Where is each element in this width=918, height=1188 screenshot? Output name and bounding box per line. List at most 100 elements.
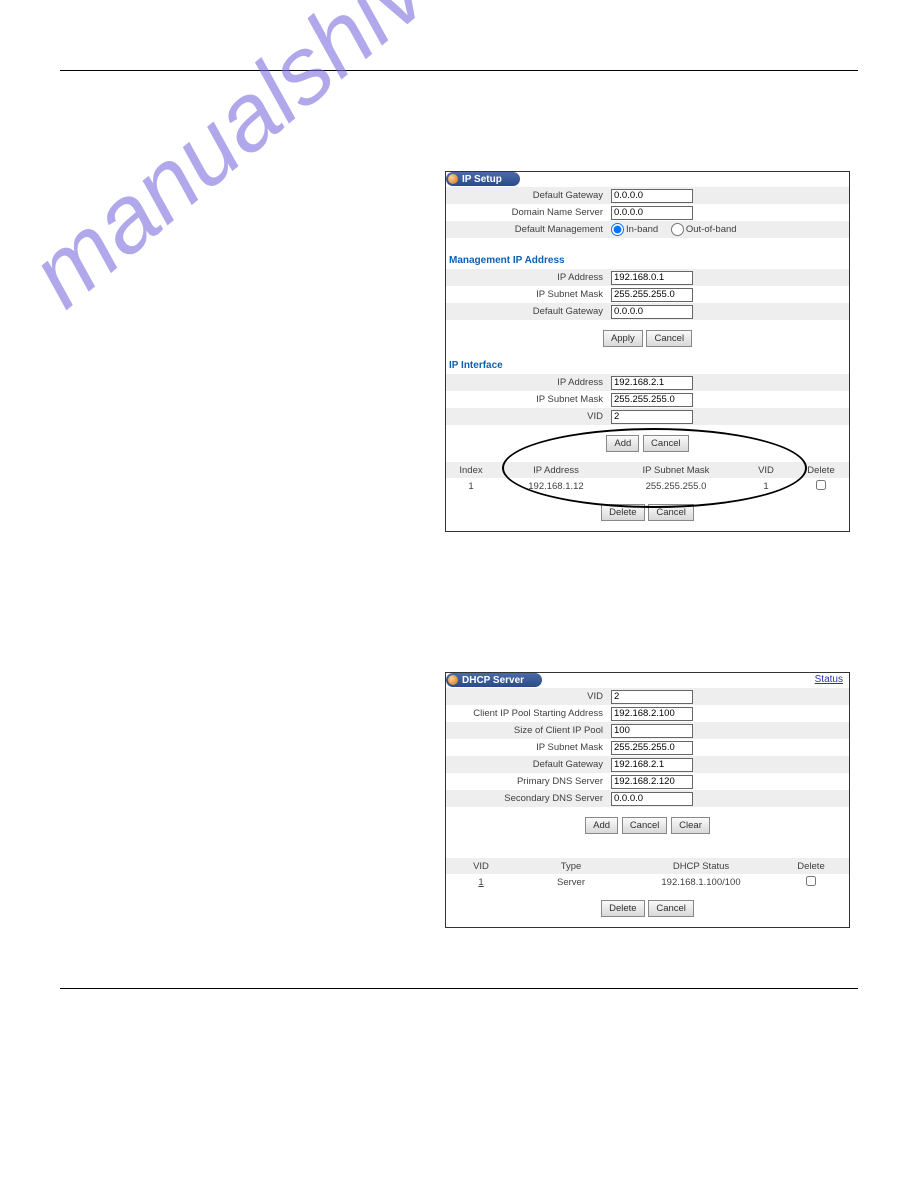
mgmt-gw-input[interactable] (611, 305, 693, 319)
label: Default Management (456, 224, 611, 235)
row-intf-vid: VID (446, 408, 849, 425)
page-top-rule (60, 70, 858, 71)
mgmt-ip-input[interactable] (611, 271, 693, 285)
cell-type: Server (516, 877, 626, 888)
row-default-gateway: Default Gateway (446, 187, 849, 204)
intf-rows: IP Address IP Subnet Mask VID (446, 374, 849, 425)
row-pool-size: Size of Client IP Pool (446, 722, 849, 739)
add-button[interactable]: Add (606, 435, 639, 452)
label: Default Gateway (456, 306, 611, 317)
apply-button[interactable]: Apply (603, 330, 643, 347)
default-gateway-input[interactable] (611, 189, 693, 203)
mgmt-rows: IP Address IP Subnet Mask Default Gatewa… (446, 269, 849, 320)
cell-vid: 1 (736, 481, 796, 492)
delete-button[interactable]: Delete (601, 900, 644, 917)
tab-dot-icon (448, 675, 458, 685)
dhcp-vid-input[interactable] (611, 690, 693, 704)
cancel-button[interactable]: Cancel (643, 435, 689, 452)
radio-out-of-band[interactable] (671, 223, 684, 236)
row-secondary-dns: Secondary DNS Server (446, 790, 849, 807)
label: Default Gateway (456, 190, 611, 201)
row-intf-mask: IP Subnet Mask (446, 391, 849, 408)
dhcp-form-btn-row: Add Cancel Clear (446, 807, 849, 844)
label: IP Address (456, 272, 611, 283)
ip-setup-panel: IP Setup Default Gateway Domain Name Ser… (445, 171, 850, 532)
label: VID (456, 411, 611, 422)
label: Secondary DNS Server (456, 793, 611, 804)
cell-ip: 192.168.1.12 (496, 481, 616, 492)
ip-interface-title: IP Interface (446, 357, 849, 374)
intf-btn-row: Add Cancel (446, 425, 849, 462)
col-vid: VID (736, 465, 796, 476)
col-type: Type (516, 861, 626, 872)
dns-input[interactable] (611, 206, 693, 220)
tab-label: IP Setup (462, 174, 502, 185)
status-link[interactable]: Status (815, 674, 843, 685)
row-client-ip-start: Client IP Pool Starting Address (446, 705, 849, 722)
primary-dns-input[interactable] (611, 775, 693, 789)
label: IP Subnet Mask (456, 742, 611, 753)
dhcp-gw-input[interactable] (611, 758, 693, 772)
table-row: 1 Server 192.168.1.100/100 (446, 874, 849, 890)
row-vid: VID (446, 688, 849, 705)
cancel-button[interactable]: Cancel (622, 817, 668, 834)
table-row: 1 192.168.1.12 255.255.255.0 1 (446, 478, 849, 494)
col-delete: Delete (796, 465, 846, 476)
label: VID (456, 691, 611, 702)
pool-size-input[interactable] (611, 724, 693, 738)
label: IP Subnet Mask (456, 394, 611, 405)
label: Client IP Pool Starting Address (456, 708, 611, 719)
cell-status: 192.168.1.100/100 (626, 877, 776, 888)
dhcp-bottom-btn-row: Delete Cancel (446, 890, 849, 927)
col-index: Index (446, 465, 496, 476)
radio-out-of-band-label: Out-of-band (686, 224, 737, 235)
row-intf-ip: IP Address (446, 374, 849, 391)
cancel-button[interactable]: Cancel (646, 330, 692, 347)
row-mgmt-gw: Default Gateway (446, 303, 849, 320)
client-ip-start-input[interactable] (611, 707, 693, 721)
label: IP Address (456, 377, 611, 388)
mgmt-mask-input[interactable] (611, 288, 693, 302)
mgmt-btn-row: Apply Cancel (446, 320, 849, 357)
col-ip: IP Address (496, 465, 616, 476)
add-button[interactable]: Add (585, 817, 618, 834)
dhcp-rows: VID Client IP Pool Starting Address Size… (446, 688, 849, 807)
cell-mask: 255.255.255.0 (616, 481, 736, 492)
secondary-dns-input[interactable] (611, 792, 693, 806)
row-mgmt-ip: IP Address (446, 269, 849, 286)
clear-button[interactable]: Clear (671, 817, 710, 834)
row-mgmt-mask: IP Subnet Mask (446, 286, 849, 303)
intf-ip-input[interactable] (611, 376, 693, 390)
bottom-btn-row: Delete Cancel (446, 494, 849, 531)
cancel-button[interactable]: Cancel (648, 504, 694, 521)
label: Domain Name Server (456, 207, 611, 218)
radio-in-band-label: In-band (626, 224, 658, 235)
tab-label: DHCP Server (462, 675, 524, 686)
delete-checkbox[interactable] (816, 480, 826, 490)
label: IP Subnet Mask (456, 289, 611, 300)
cell-vid[interactable]: 1 (446, 877, 516, 888)
col-vid: VID (446, 861, 516, 872)
tab-bar: IP Setup (446, 172, 849, 187)
col-delete: Delete (776, 861, 846, 872)
intf-mask-input[interactable] (611, 393, 693, 407)
col-mask: IP Subnet Mask (616, 465, 736, 476)
page-bottom-rule (60, 988, 858, 989)
tab-dhcp-server[interactable]: DHCP Server (446, 673, 542, 687)
dhcp-server-panel: Status DHCP Server VID Client IP Pool St… (445, 672, 850, 928)
intf-vid-input[interactable] (611, 410, 693, 424)
delete-checkbox[interactable] (806, 876, 816, 886)
row-subnet-mask: IP Subnet Mask (446, 739, 849, 756)
label: Default Gateway (456, 759, 611, 770)
row-default-gw: Default Gateway (446, 756, 849, 773)
col-status: DHCP Status (626, 861, 776, 872)
row-dns: Domain Name Server (446, 204, 849, 221)
tab-ip-setup[interactable]: IP Setup (446, 172, 520, 186)
cancel-button[interactable]: Cancel (648, 900, 694, 917)
tab-dot-icon (448, 174, 458, 184)
dhcp-mask-input[interactable] (611, 741, 693, 755)
label: Size of Client IP Pool (456, 725, 611, 736)
radio-in-band[interactable] (611, 223, 624, 236)
delete-button[interactable]: Delete (601, 504, 644, 521)
intf-table-head: Index IP Address IP Subnet Mask VID Dele… (446, 462, 849, 478)
